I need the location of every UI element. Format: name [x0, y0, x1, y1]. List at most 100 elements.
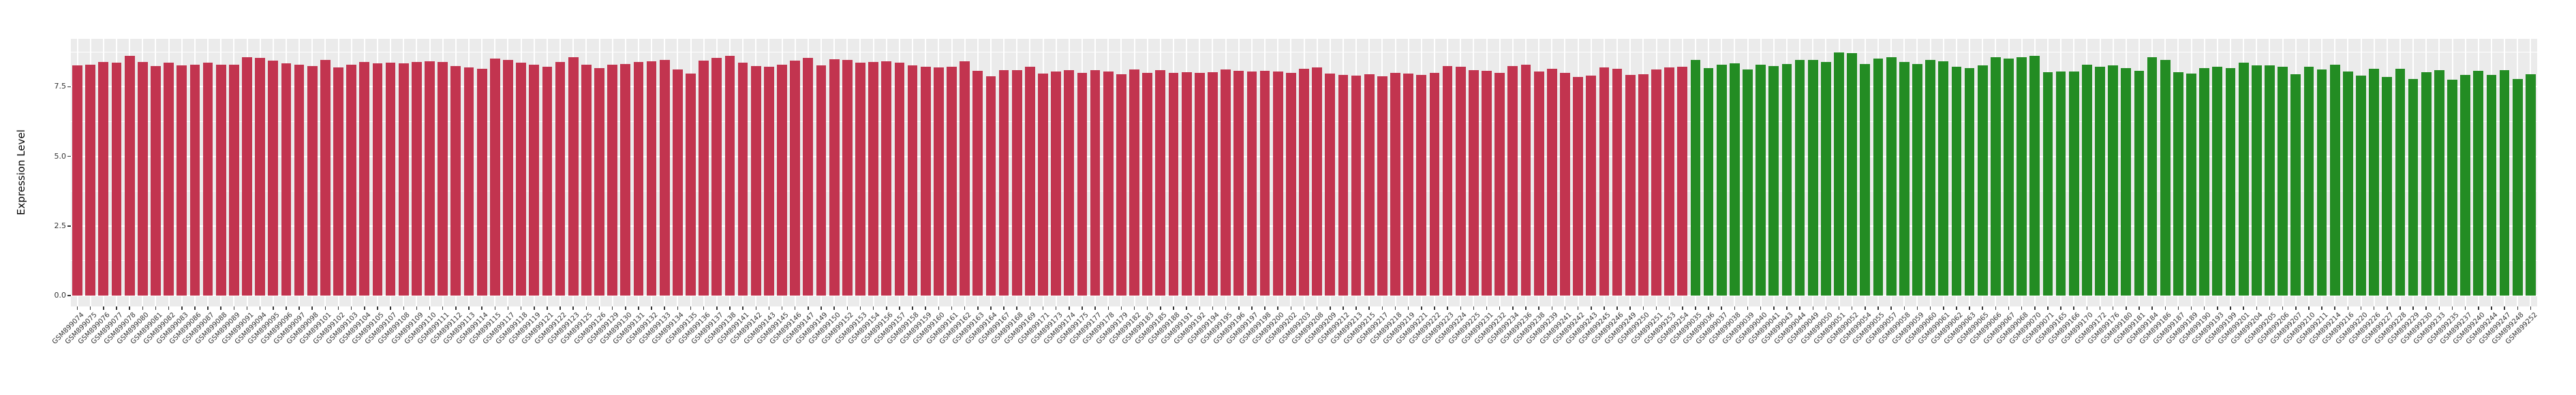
- bar-GSM899201: [2238, 62, 2249, 296]
- x-tick-mark: [1525, 306, 1527, 310]
- bar-GSM899172: [2095, 66, 2105, 296]
- x-tick-mark: [794, 306, 796, 310]
- bar-GSM899122: [555, 61, 566, 296]
- x-tick-mark: [2112, 306, 2114, 310]
- bar-GSM899109: [412, 61, 422, 296]
- x-tick-mark: [1786, 306, 1788, 310]
- x-tick-mark: [1655, 306, 1657, 310]
- bar-GSM899226: [2369, 68, 2379, 296]
- x-tick-mark: [742, 306, 743, 310]
- x-tick-mark: [2347, 306, 2349, 310]
- x-tick-mark: [1877, 306, 1879, 310]
- bar-GSM899215: [1364, 74, 1375, 296]
- x-tick-mark: [1486, 306, 1488, 310]
- bar-GSM899241: [1560, 72, 1570, 296]
- x-tick-mark: [1368, 306, 1370, 310]
- x-tick-mark: [1042, 306, 1044, 310]
- bar-GSM899240: [2473, 71, 2484, 296]
- x-tick-mark: [324, 306, 326, 310]
- x-tick-mark: [1016, 306, 1017, 310]
- bar-GSM899142: [750, 66, 761, 296]
- x-tick-mark: [1199, 306, 1201, 310]
- bar-GSM899184: [2147, 57, 2158, 296]
- bar-GSM899123: [568, 57, 579, 296]
- bar-GSM899212: [1338, 75, 1349, 296]
- bar-GSM899114: [476, 69, 487, 296]
- x-tick-mark: [690, 306, 692, 310]
- x-tick-mark: [1747, 306, 1749, 310]
- bar-GSM899133: [659, 59, 670, 296]
- x-tick-mark: [2230, 306, 2231, 310]
- x-tick-mark: [664, 306, 665, 310]
- bar-GSM899110: [425, 61, 435, 296]
- bar-GSM899118: [516, 62, 526, 296]
- x-tick-mark: [2060, 306, 2061, 310]
- bar-GSM899071: [2042, 72, 2053, 296]
- x-tick-mark: [76, 306, 78, 310]
- bar-GSM899206: [2278, 66, 2288, 296]
- x-tick-mark: [729, 306, 731, 310]
- bar-GSM899173: [1051, 72, 1062, 296]
- bar-GSM899113: [463, 67, 474, 296]
- bar-GSM899082: [164, 62, 174, 296]
- x-tick-mark: [103, 306, 104, 310]
- bar-GSM899134: [673, 69, 683, 296]
- bar-GSM899185: [1155, 70, 1166, 296]
- x-tick-mark: [2190, 306, 2192, 310]
- bar-GSM899234: [1507, 66, 1518, 296]
- bar-GSM899043: [1781, 63, 1792, 296]
- bar-GSM899162: [960, 61, 970, 296]
- x-tick-mark: [990, 306, 992, 310]
- x-tick-mark: [1604, 306, 1605, 310]
- bar-GSM899208: [1312, 67, 1322, 296]
- bar-GSM899131: [633, 61, 644, 296]
- x-tick-mark: [1956, 306, 1957, 310]
- bar-GSM899237: [2460, 74, 2471, 296]
- x-tick-mark: [298, 306, 300, 310]
- x-tick-mark: [1512, 306, 1514, 310]
- bar-GSM899153: [855, 63, 865, 296]
- bar-GSM899058: [1899, 62, 1910, 296]
- y-axis-title: Expression Level: [15, 129, 27, 215]
- bar-GSM899070: [2029, 56, 2040, 296]
- y-tick-mark: [67, 155, 71, 157]
- x-tick-mark: [416, 306, 418, 310]
- x-tick-mark: [585, 306, 587, 310]
- x-tick-mark: [899, 306, 900, 310]
- bar-GSM899086: [189, 65, 200, 296]
- x-tick-mark: [181, 306, 183, 310]
- x-tick-mark: [677, 306, 679, 310]
- bar-GSM899059: [1912, 63, 1922, 296]
- bar-GSM899250: [1638, 74, 1649, 296]
- bar-GSM899044: [1794, 59, 1805, 296]
- x-tick-mark: [116, 306, 117, 310]
- bar-GSM899145: [777, 64, 787, 296]
- x-tick-mark: [2138, 306, 2140, 310]
- bar-GSM899221: [1416, 75, 1427, 296]
- bar-GSM899174: [1064, 70, 1075, 296]
- bar-GSM899216: [2342, 71, 2353, 296]
- bar-GSM899235: [2447, 80, 2457, 296]
- bar-GSM899101: [320, 59, 331, 296]
- x-tick-mark: [2073, 306, 2074, 310]
- bar-GSM899132: [646, 61, 657, 296]
- bar-GSM899252: [2526, 74, 2536, 296]
- bar-GSM899248: [2512, 78, 2523, 296]
- bar-GSM899051: [1834, 52, 1844, 296]
- x-tick-mark: [1160, 306, 1161, 310]
- x-tick-mark: [821, 306, 822, 310]
- bar-GSM899152: [842, 60, 853, 296]
- x-tick-mark: [651, 306, 652, 310]
- x-tick-mark: [1538, 306, 1539, 310]
- x-tick-mark: [1825, 306, 1827, 310]
- bar-GSM899102: [333, 67, 343, 296]
- x-tick-mark: [2334, 306, 2335, 310]
- x-tick-mark: [442, 306, 444, 310]
- y-tick-label: 2.5: [54, 221, 67, 230]
- bar-GSM899230: [2421, 72, 2432, 296]
- x-tick-mark: [1343, 306, 1344, 310]
- x-tick-mark: [598, 306, 600, 310]
- x-tick-mark: [1577, 306, 1579, 310]
- x-tick-mark: [1225, 306, 1227, 310]
- x-tick-mark: [1499, 306, 1501, 310]
